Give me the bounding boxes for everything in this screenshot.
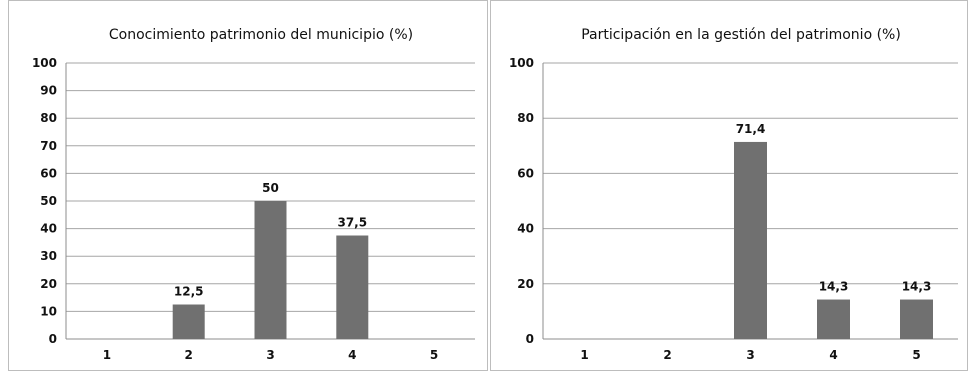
y-tick-label: 60 xyxy=(40,166,57,180)
x-tick-label: 5 xyxy=(430,348,438,362)
chart-participacion: Participación en la gestión del patrimon… xyxy=(509,27,958,362)
chart-panel-participacion: Participación en la gestión del patrimon… xyxy=(490,0,968,371)
y-tick-label: 90 xyxy=(40,84,57,98)
x-tick-label: 5 xyxy=(912,348,920,362)
chart-panel-conocimiento: Conocimiento patrimonio del municipio (%… xyxy=(8,0,488,371)
y-tick-label: 100 xyxy=(509,56,534,70)
y-tick-label: 30 xyxy=(40,249,57,263)
data-label: 71,4 xyxy=(736,122,766,136)
chart-title: Participación en la gestión del patrimon… xyxy=(581,27,901,43)
y-tick-label: 50 xyxy=(40,194,57,208)
y-tick-label: 40 xyxy=(40,222,57,236)
data-label: 14,3 xyxy=(902,280,932,294)
data-label: 12,5 xyxy=(174,285,204,299)
chart-conocimiento: Conocimiento patrimonio del municipio (%… xyxy=(32,27,475,362)
bar xyxy=(172,304,205,339)
data-label: 14,3 xyxy=(819,280,849,294)
y-tick-label: 80 xyxy=(40,111,57,125)
y-tick-label: 20 xyxy=(517,277,534,291)
x-tick-label: 4 xyxy=(348,348,356,362)
y-tick-label: 70 xyxy=(40,139,57,153)
chart-title: Conocimiento patrimonio del municipio (%… xyxy=(109,27,413,43)
y-tick-label: 0 xyxy=(526,332,534,346)
y-tick-label: 20 xyxy=(40,277,57,291)
x-tick-label: 1 xyxy=(580,348,588,362)
bar xyxy=(254,201,287,339)
y-tick-label: 10 xyxy=(40,304,57,318)
y-tick-label: 40 xyxy=(517,222,534,236)
bar xyxy=(336,235,369,339)
x-tick-label: 1 xyxy=(103,348,111,362)
data-label: 37,5 xyxy=(337,216,367,230)
y-tick-label: 60 xyxy=(517,166,534,180)
x-tick-label: 3 xyxy=(266,348,274,362)
x-tick-label: 3 xyxy=(746,348,754,362)
y-tick-label: 80 xyxy=(517,111,534,125)
bar xyxy=(817,299,850,339)
data-label: 50 xyxy=(262,181,279,195)
bar xyxy=(900,299,933,339)
x-tick-label: 2 xyxy=(185,348,193,362)
x-tick-label: 4 xyxy=(829,348,837,362)
y-tick-label: 100 xyxy=(32,56,57,70)
x-tick-label: 2 xyxy=(663,348,671,362)
y-tick-label: 0 xyxy=(49,332,57,346)
bar xyxy=(734,141,767,339)
